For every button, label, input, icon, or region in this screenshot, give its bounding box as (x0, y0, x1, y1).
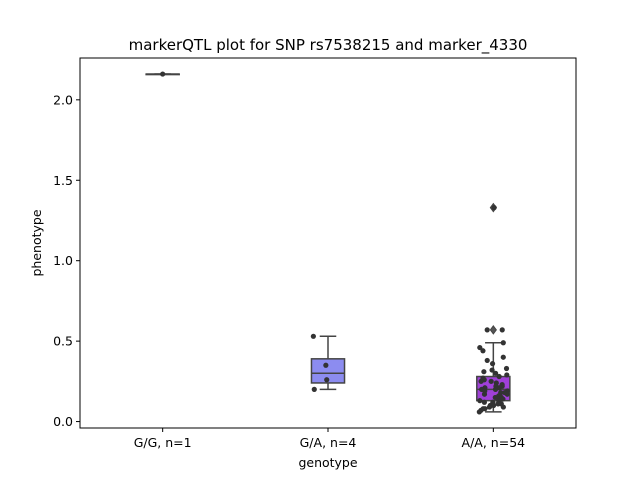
plot-content (145, 71, 511, 415)
data-point (481, 369, 487, 375)
data-point (495, 401, 501, 407)
genotype-group (145, 71, 180, 77)
data-point (310, 333, 316, 339)
data-point (478, 378, 484, 384)
data-point (324, 377, 330, 383)
data-point (490, 402, 497, 409)
data-point (500, 404, 506, 410)
y-tick-label: 1.5 (53, 173, 73, 188)
x-axis: G/G, n=1 G/A, n=4 A/A, n=54 (134, 428, 525, 450)
x-axis-label: genotype (298, 455, 357, 470)
data-point (504, 391, 510, 397)
data-point (486, 404, 493, 410)
data-point (500, 340, 506, 346)
data-point (488, 378, 494, 384)
data-point (492, 386, 499, 392)
data-point (477, 344, 483, 351)
data-point (477, 398, 483, 404)
data-point (493, 370, 499, 376)
data-point (480, 348, 486, 354)
data-point (484, 357, 490, 364)
data-point (489, 361, 496, 367)
data-point (484, 327, 490, 333)
x-tick-label: A/A, n=54 (462, 435, 526, 450)
data-point (499, 327, 505, 333)
data-point (476, 409, 482, 415)
data-point (489, 367, 495, 373)
data-point (503, 365, 510, 372)
data-point (504, 372, 510, 378)
x-tick-label: G/A, n=4 (300, 435, 357, 450)
y-axis-label: phenotype (29, 209, 44, 276)
data-point (491, 205, 497, 211)
data-point (481, 391, 488, 397)
box-iqr (310, 358, 346, 384)
chart-title: markerQTL plot for SNP rs7538215 and mar… (129, 36, 528, 55)
x-tick-label: G/G, n=1 (134, 435, 192, 450)
y-tick-label: 1.0 (53, 253, 73, 268)
data-point (496, 373, 502, 380)
data-point (160, 71, 166, 77)
y-tick-label: 0.5 (53, 334, 73, 349)
y-tick-label: 2.0 (53, 92, 73, 107)
data-point (492, 394, 498, 401)
data-point (482, 406, 488, 412)
genotype-group (310, 333, 346, 392)
data-point (311, 386, 317, 392)
data-point (500, 354, 506, 360)
data-point (481, 399, 487, 405)
y-axis: 0.0 0.5 1.0 1.5 2.0 (53, 92, 80, 429)
outlier-marker (489, 325, 497, 335)
y-tick-label: 0.0 (53, 414, 73, 429)
data-point (323, 362, 329, 368)
genotype-group (476, 202, 511, 415)
